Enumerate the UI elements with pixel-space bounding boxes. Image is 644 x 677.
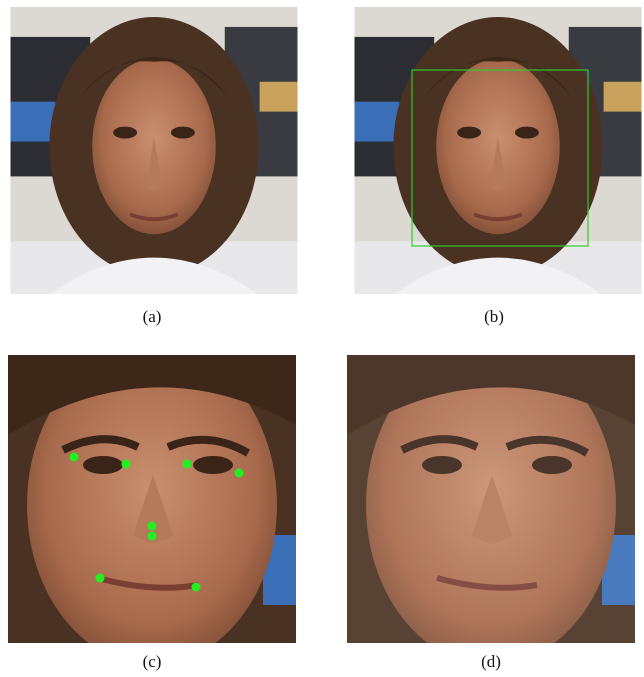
caption: (d) <box>481 652 501 671</box>
face-box <box>411 69 589 247</box>
photo <box>8 345 296 665</box>
caption: (b) <box>484 307 504 326</box>
landmarks <box>69 452 244 592</box>
photo <box>354 7 642 294</box>
caption: (a) <box>143 307 162 326</box>
photo <box>10 7 298 294</box>
photo <box>347 345 635 665</box>
caption: (c) <box>143 652 162 671</box>
